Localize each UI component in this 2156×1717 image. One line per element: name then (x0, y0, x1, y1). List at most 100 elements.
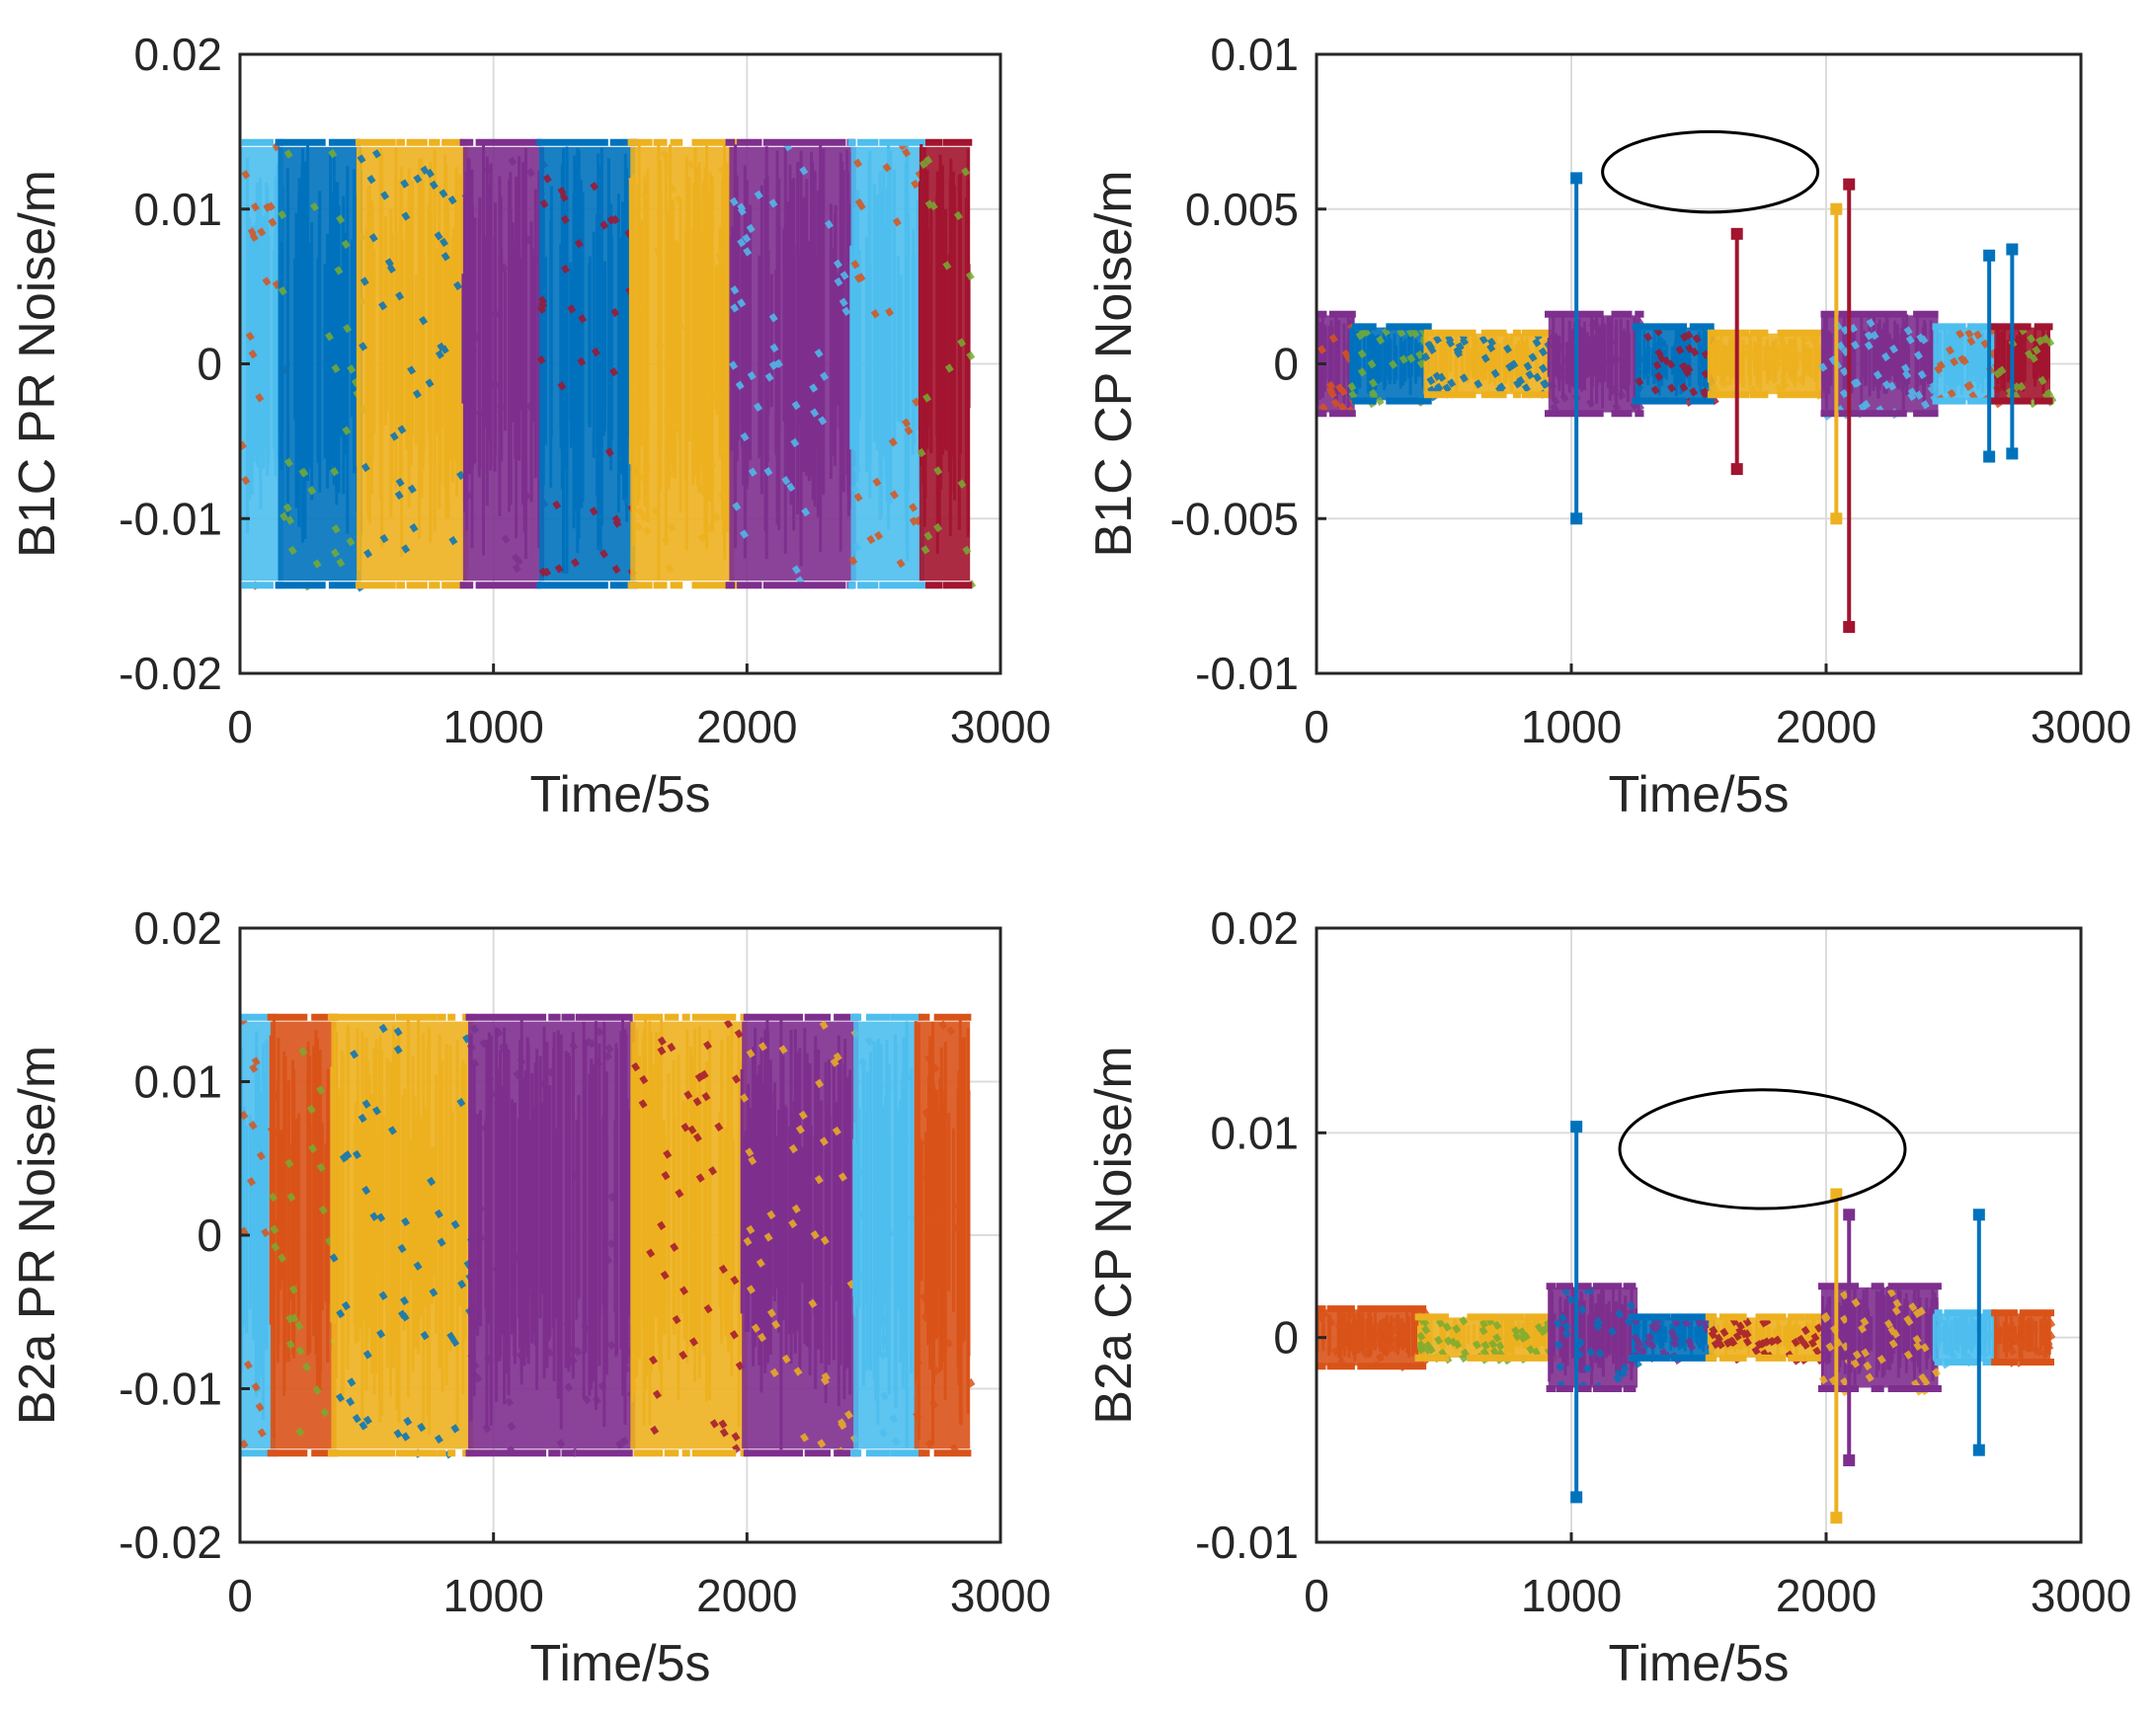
series-markers (850, 1013, 922, 1457)
plot-area (1317, 928, 2081, 1542)
series-trace (469, 1018, 636, 1442)
series-segment-5 (1705, 1313, 1832, 1366)
series-trace (279, 144, 362, 543)
series-segment-2 (275, 138, 368, 591)
y-tick-label: -0.02 (119, 648, 222, 699)
x-tick-label: 0 (227, 1570, 253, 1621)
spike-bottom-marker (2006, 447, 2019, 460)
series-segment-2 (1347, 323, 1432, 409)
spike-bottom-marker (1730, 463, 1743, 476)
series-segment-8 (1932, 323, 2006, 409)
series-segment-6 (740, 1013, 860, 1457)
series-speckles (1818, 1288, 1941, 1397)
x-tick-label: 0 (227, 701, 253, 752)
series-trace (914, 1018, 971, 1444)
x-tick-label: 0 (1304, 1570, 1329, 1621)
series-segment-2 (267, 1013, 343, 1457)
series-segment-5 (536, 138, 639, 589)
series-segment-3 (355, 138, 471, 592)
y-tick-label: 0 (1273, 339, 1299, 390)
series-speckles (466, 1027, 641, 1457)
annotation-ellipse (1601, 129, 1820, 214)
series-markers (1317, 310, 1356, 418)
x-axis-label: Time/5s (1609, 1635, 1790, 1692)
spike-bottom-marker (1830, 1512, 1843, 1524)
outlier-spike (1972, 1209, 1985, 1456)
series-speckles (628, 149, 728, 574)
annotation-ellipse (1618, 1088, 1907, 1210)
series-segment-6 (627, 138, 738, 589)
spike-bottom-marker (1843, 1454, 1856, 1467)
y-tick-label: -0.01 (119, 1364, 222, 1415)
series-segment-2 (1414, 1313, 1557, 1366)
series-segment-4 (1629, 1313, 1717, 1366)
spike-top-marker (1570, 172, 1583, 185)
x-tick-label: 1000 (442, 1570, 543, 1621)
y-axis-label: B2a PR Noise/m (9, 1046, 66, 1425)
series-speckles (913, 1020, 976, 1453)
data-layer (240, 138, 977, 592)
series-segment-1 (1317, 310, 1361, 418)
series-segment-1 (1317, 1305, 1430, 1371)
spike-bottom-marker (1830, 512, 1843, 525)
x-tick-label: 1000 (1521, 1570, 1622, 1621)
series-trace (269, 1019, 338, 1439)
series-speckles (740, 1020, 860, 1456)
y-tick-label: 0.01 (133, 1056, 222, 1108)
y-axis-label: B1C PR Noise/m (9, 170, 66, 558)
spike-top-marker (1830, 202, 1843, 215)
series-markers (1317, 1305, 1427, 1370)
panel-b2a-pr: 0 1000 2000 3000 -0.02 -0.01 0 0.01 0.02 Time/5s B… (9, 902, 1051, 1692)
series-markers (459, 138, 541, 589)
spike-top-marker (1730, 227, 1743, 240)
series-trace (740, 1018, 852, 1450)
series-segment-6 (1707, 329, 1832, 400)
x-axis-label: Time/5s (530, 1635, 711, 1692)
y-axis-label: B1C CP Noise/m (1085, 170, 1143, 557)
outlier-spike (1570, 1121, 1583, 1504)
series-markers (918, 1013, 972, 1457)
x-tick-label: 2000 (696, 1570, 797, 1621)
series-speckles (2001, 1315, 2056, 1367)
series-segment-7 (725, 138, 861, 589)
x-tick-label: 1000 (1521, 701, 1622, 752)
outlier-spike (1570, 172, 1583, 525)
outlier-spike (1830, 202, 1843, 525)
series-markers (1423, 329, 1554, 399)
x-tick-label: 3000 (950, 1570, 1051, 1621)
series-segment-9 (1990, 323, 2057, 409)
outlier-spike (1830, 1188, 1843, 1524)
series-speckles (631, 1019, 752, 1453)
x-tick-label: 3000 (2031, 701, 2131, 752)
series-segment-7 (850, 1013, 923, 1457)
outlier-spike (1983, 249, 1996, 463)
axes-box (1315, 926, 2083, 1544)
panel-b1c-cp: 0 1000 2000 3000 -0.01 -0.005 0 0.005 0.01 Time/5… (1085, 29, 2131, 823)
series-segment-8 (1991, 1309, 2056, 1367)
series-band (468, 1021, 636, 1449)
series-segment-5 (1632, 323, 1719, 407)
y-tick-label: -0.005 (1170, 493, 1299, 544)
series-markers (1351, 323, 1432, 405)
y-tick-label: 0.01 (133, 184, 222, 235)
x-tick-label: 2000 (1776, 701, 1877, 752)
series-markers (1991, 1309, 2054, 1366)
data-layer (1317, 1121, 2056, 1524)
outlier-spike (1843, 178, 1856, 633)
spike-bottom-marker (1972, 1444, 1985, 1456)
y-tick-label: 0.01 (1210, 29, 1299, 80)
series-markers (275, 138, 360, 589)
y-tick-label: 0 (1273, 1312, 1299, 1364)
series-segment-9 (917, 138, 977, 589)
x-tick-label: 3000 (2031, 1570, 2131, 1621)
series-markers (1546, 1283, 1637, 1392)
y-tick-label: -0.02 (119, 1517, 222, 1568)
series-markers (725, 138, 855, 589)
series-segment-8 (847, 138, 927, 589)
series-markers (1632, 323, 1715, 405)
series-segment-4 (1545, 310, 1645, 418)
data-layer (1317, 172, 2057, 633)
spike-top-marker (1843, 1209, 1856, 1221)
series-segment-7 (1818, 310, 1940, 421)
